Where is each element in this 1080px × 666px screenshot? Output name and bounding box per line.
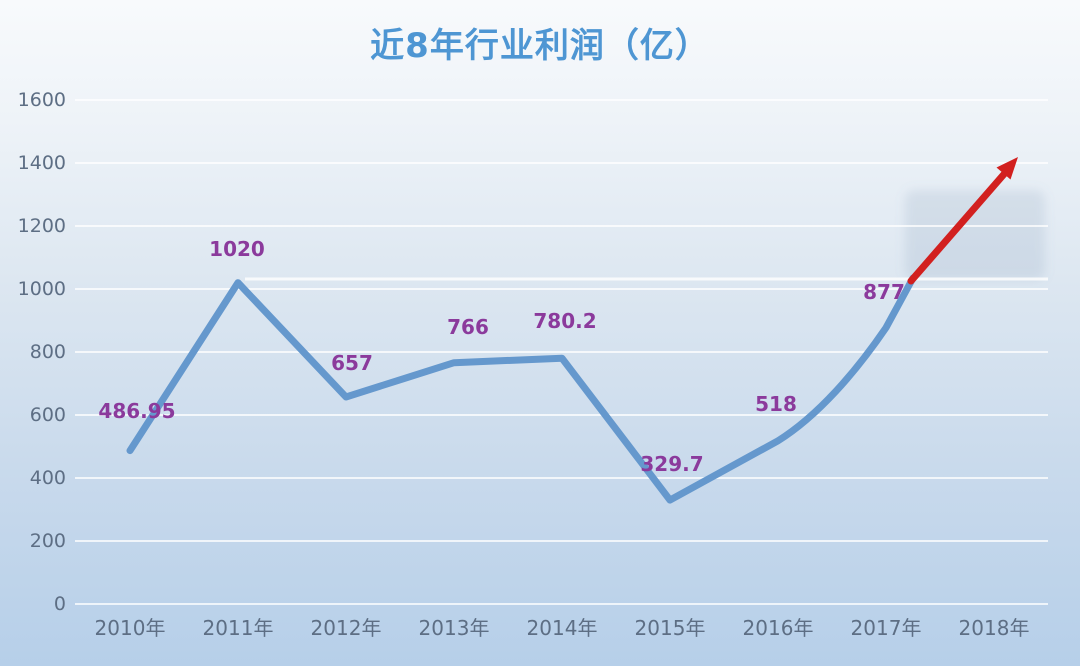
background-smudge bbox=[905, 190, 1045, 280]
chart-title: 近8年行业利润（亿） bbox=[370, 26, 710, 66]
data-label: 518 bbox=[755, 392, 797, 416]
x-axis-tick-label: 2017年 bbox=[850, 616, 922, 640]
x-axis-tick-label: 2011年 bbox=[202, 616, 274, 640]
y-axis-tick-label: 800 bbox=[29, 341, 66, 363]
x-axis-tick-label: 2010年 bbox=[94, 616, 166, 640]
y-axis-tick-label: 400 bbox=[29, 467, 66, 489]
y-axis-tick-label: 0 bbox=[53, 593, 66, 615]
x-axis-tick-label: 2013年 bbox=[418, 616, 490, 640]
data-label: 1020 bbox=[209, 237, 265, 261]
data-label: 780.2 bbox=[533, 309, 597, 333]
x-axis-tick-label: 2016年 bbox=[742, 616, 814, 640]
y-axis-tick-label: 1600 bbox=[17, 89, 66, 111]
y-axis-tick-label: 200 bbox=[29, 530, 66, 552]
data-label: 486.95 bbox=[98, 399, 176, 423]
y-axis-tick-label: 1000 bbox=[17, 278, 66, 300]
x-axis-tick-label: 2018年 bbox=[958, 616, 1030, 640]
x-axis-tick-label: 2015年 bbox=[634, 616, 706, 640]
data-label: 329.7 bbox=[640, 452, 704, 476]
trend-arrow-head bbox=[996, 157, 1018, 180]
trend-arrow-shaft bbox=[907, 169, 1009, 285]
x-axis-tick-label: 2012年 bbox=[310, 616, 382, 640]
profit-line bbox=[126, 274, 917, 504]
data-label: 657 bbox=[331, 351, 373, 375]
y-axis-tick-label: 600 bbox=[29, 404, 66, 426]
y-axis-tick-label: 1400 bbox=[17, 152, 66, 174]
y-axis-tick-label: 1200 bbox=[17, 215, 66, 237]
data-label: 877 bbox=[863, 280, 905, 304]
x-axis-tick-label: 2014年 bbox=[526, 616, 598, 640]
data-label: 766 bbox=[447, 315, 489, 339]
